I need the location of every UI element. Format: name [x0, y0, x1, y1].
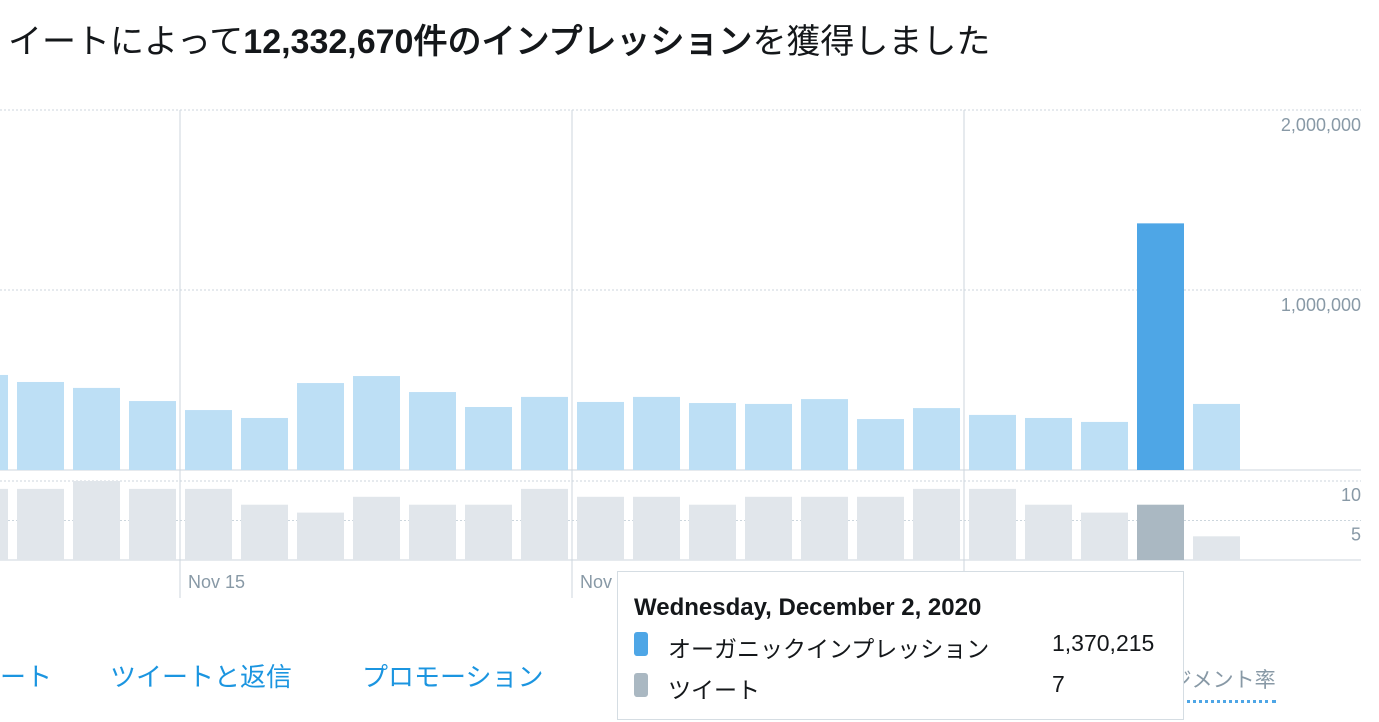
- title: イートによって12,332,670件のインプレッションを獲得しました: [8, 14, 990, 63]
- bar: [465, 407, 512, 470]
- tab[interactable]: ツイートと返信: [110, 663, 293, 693]
- bar: [801, 496, 848, 560]
- bar: [857, 496, 904, 560]
- bar: [409, 504, 456, 560]
- bar: [1081, 512, 1128, 560]
- bar: [129, 488, 176, 560]
- bar: [297, 383, 344, 470]
- y-tick-label: 5: [1351, 525, 1361, 545]
- bar: [1137, 223, 1184, 470]
- tooltip: Wednesday, December 2, 2020 オーガニックインプレッシ…: [617, 571, 1184, 720]
- bar: [577, 401, 624, 470]
- tooltip-name: ツイート: [668, 678, 760, 704]
- bar: [17, 488, 64, 560]
- bar: [521, 488, 568, 560]
- bar: [353, 496, 400, 560]
- tab[interactable]: プロモーション: [362, 663, 544, 693]
- bar: [241, 504, 288, 560]
- title-suffix: を獲得しました: [752, 22, 991, 62]
- bar: [17, 381, 64, 470]
- bar: [409, 392, 456, 470]
- bar: [913, 408, 960, 470]
- bar: [1025, 417, 1072, 470]
- bar: [913, 488, 960, 560]
- bar: [0, 488, 8, 560]
- bar: [1025, 504, 1072, 560]
- bar: [521, 396, 568, 470]
- tooltip-date: Wednesday, December 2, 2020: [634, 594, 982, 621]
- bar: [73, 481, 120, 560]
- bar: [577, 496, 624, 560]
- bar: [353, 376, 400, 470]
- tooltip-value: 1,370,215: [1052, 630, 1155, 656]
- bar: [129, 401, 176, 470]
- bar: [801, 399, 848, 470]
- bar: [745, 496, 792, 560]
- y-tick-label: 1,000,000: [1281, 295, 1361, 315]
- bar: [465, 504, 512, 560]
- title-bold: 12,332,670件のインプレッション: [243, 23, 753, 61]
- bar: [1081, 421, 1128, 470]
- bar: [1193, 536, 1240, 560]
- tab[interactable]: ート: [0, 663, 53, 693]
- x-tick-label: Nov 15: [188, 572, 245, 592]
- tooltip-value: 7: [1052, 671, 1065, 697]
- bar: [1193, 403, 1240, 470]
- tooltip-name: オーガニックインプレッション: [668, 637, 990, 663]
- bar: [185, 488, 232, 560]
- bar: [633, 496, 680, 560]
- bar: [745, 403, 792, 470]
- bar: [689, 504, 736, 560]
- title-prefix: イートによって: [8, 22, 244, 62]
- swatch: [634, 632, 648, 656]
- bar: [297, 512, 344, 560]
- bar: [689, 403, 736, 470]
- swatch: [634, 673, 648, 697]
- y-tick-label: 2,000,000: [1281, 115, 1361, 135]
- bar: [633, 396, 680, 470]
- bar: [241, 417, 288, 470]
- bar: [185, 410, 232, 470]
- bar: [0, 374, 8, 470]
- y-tick-label: 10: [1341, 485, 1361, 505]
- bar: [969, 488, 1016, 560]
- bar: [969, 414, 1016, 470]
- bar: [857, 419, 904, 470]
- bar: [1137, 504, 1184, 560]
- bar: [73, 387, 120, 470]
